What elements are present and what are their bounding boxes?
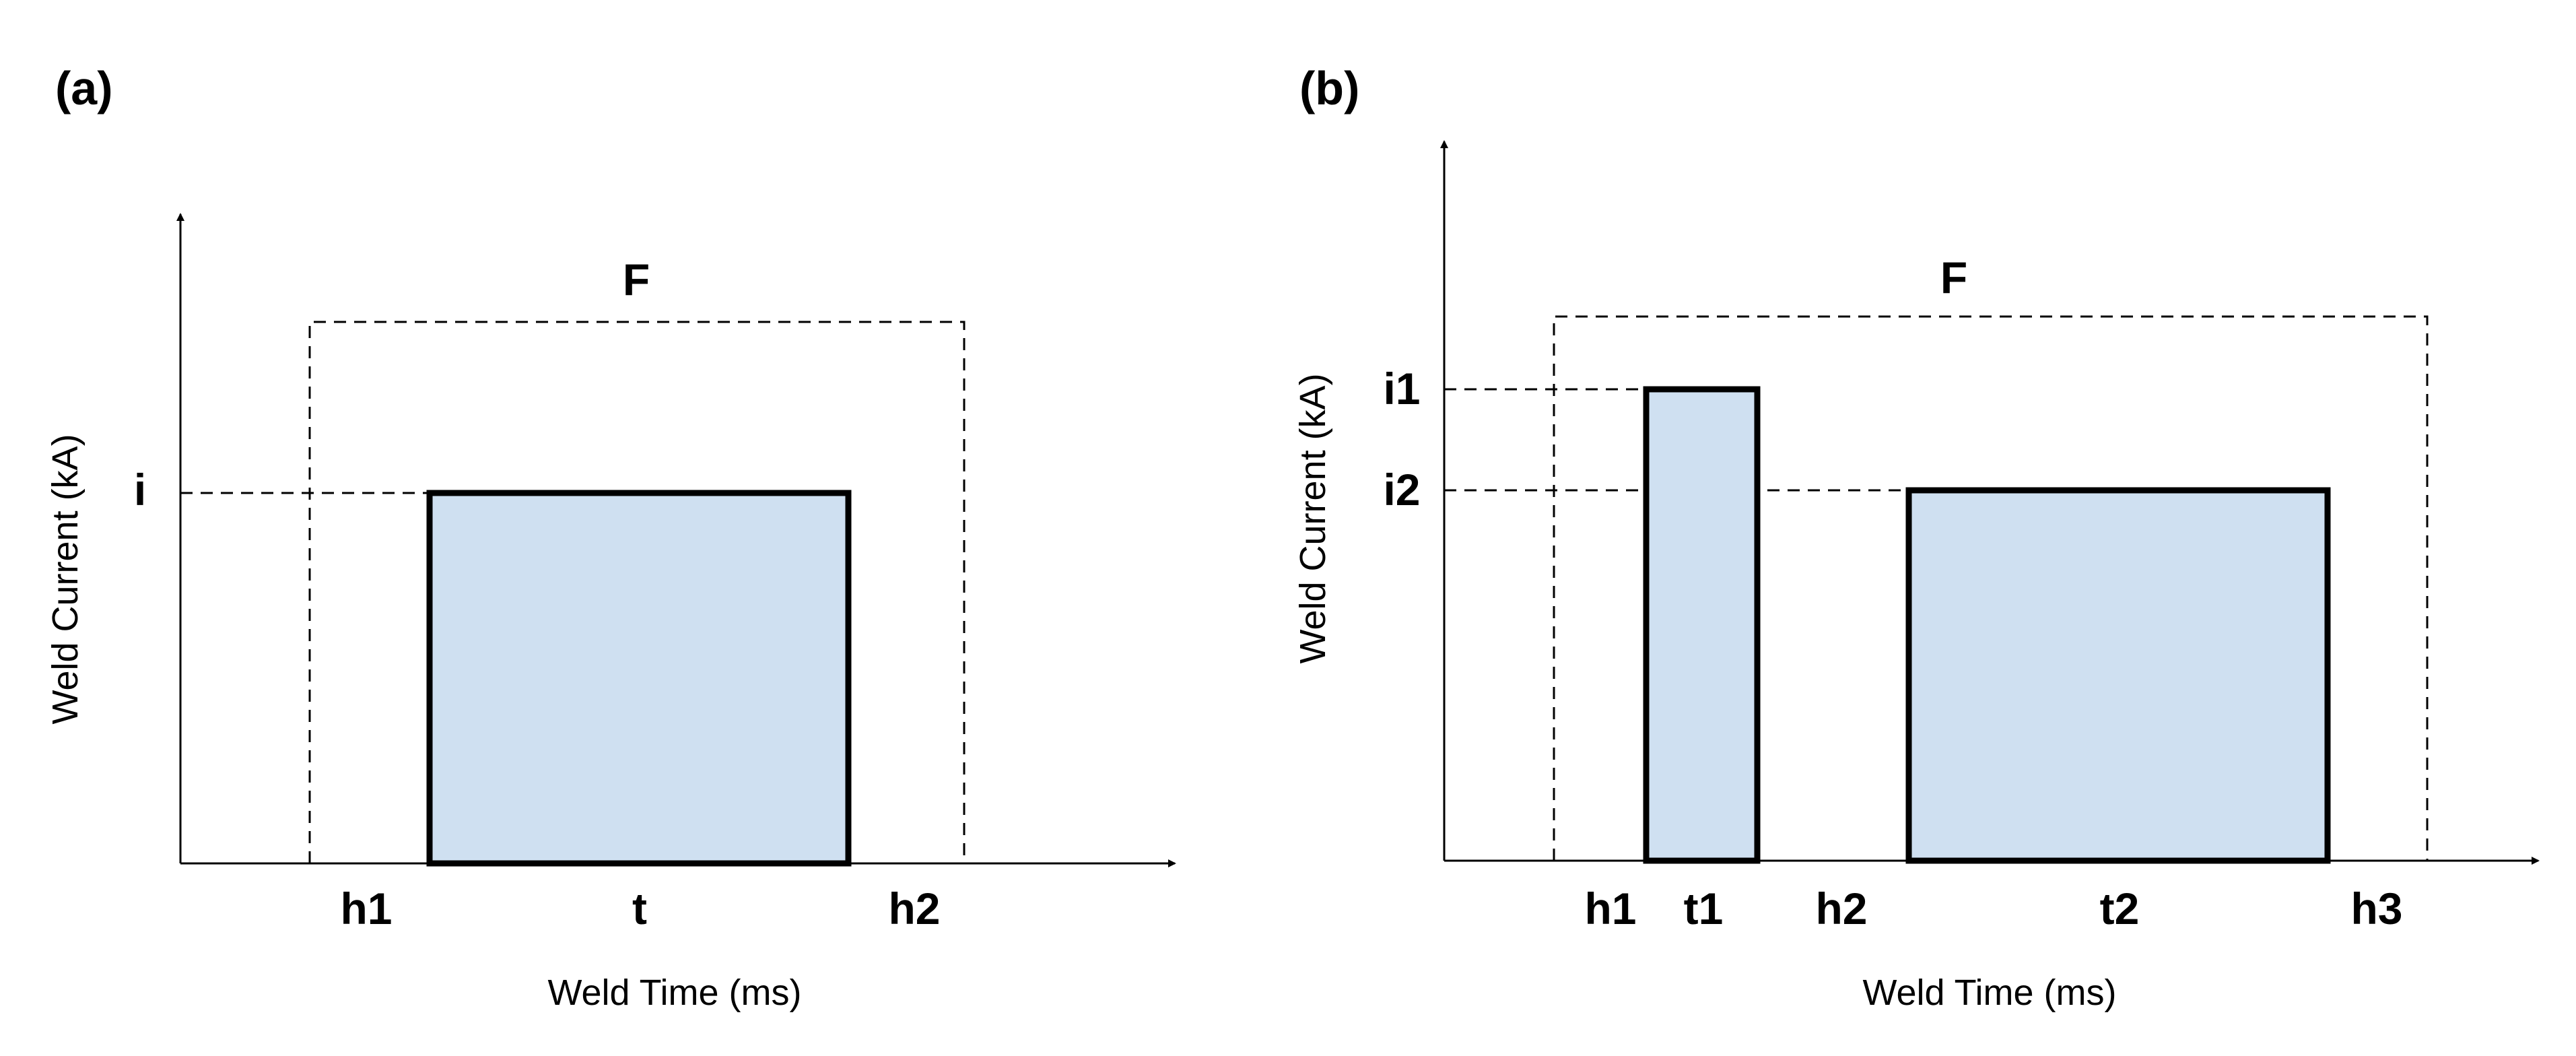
panel-b: (b) F i1 i2 h1 t1 h2 t2 h3 Weld Time (ms… (1293, 62, 2540, 1013)
panel-b-phase-t1: t1 (1684, 884, 1724, 933)
panel-a-current-label: i (134, 465, 146, 515)
panel-b-force-frame (1553, 315, 2429, 861)
panel-b-phase-t2: t2 (2100, 884, 2140, 933)
panel-b-current-1-label: i1 (1383, 364, 1420, 414)
panel-a-y-axis-title: Weld Current (kA) (45, 434, 86, 724)
panel-a-force-frame (308, 321, 965, 863)
panel-a-force-label: F (623, 255, 650, 304)
panel-b-current-2-label: i2 (1383, 465, 1420, 515)
panel-b-force-label: F (1940, 253, 1967, 302)
panel-b-phase-h2: h2 (1815, 884, 1867, 933)
panel-b-phase-h1: h1 (1584, 884, 1636, 933)
panel-a-phase-h1: h1 (340, 884, 392, 933)
panel-b-weld-pulse-1 (1643, 386, 1761, 864)
panel-a-label: (a) (55, 62, 113, 114)
panel-a-phase-h2: h2 (888, 884, 940, 933)
panel-b-x-axis-title: Weld Time (ms) (1862, 972, 2116, 1013)
panel-a-phase-t: t (632, 884, 647, 933)
panel-b-phase-h3: h3 (2350, 884, 2402, 933)
panel-a-weld-pulse (426, 490, 852, 867)
panel-a-x-axis-title: Weld Time (ms) (547, 972, 801, 1013)
panel-b-y-axis-title: Weld Current (kA) (1293, 373, 1333, 663)
panel-b-label: (b) (1299, 62, 1359, 114)
panel-b-weld-pulse-2 (1905, 487, 2331, 864)
panel-a: (a) F i h1 t h2 Weld Time (ms) Weld Curr… (45, 62, 1176, 1013)
